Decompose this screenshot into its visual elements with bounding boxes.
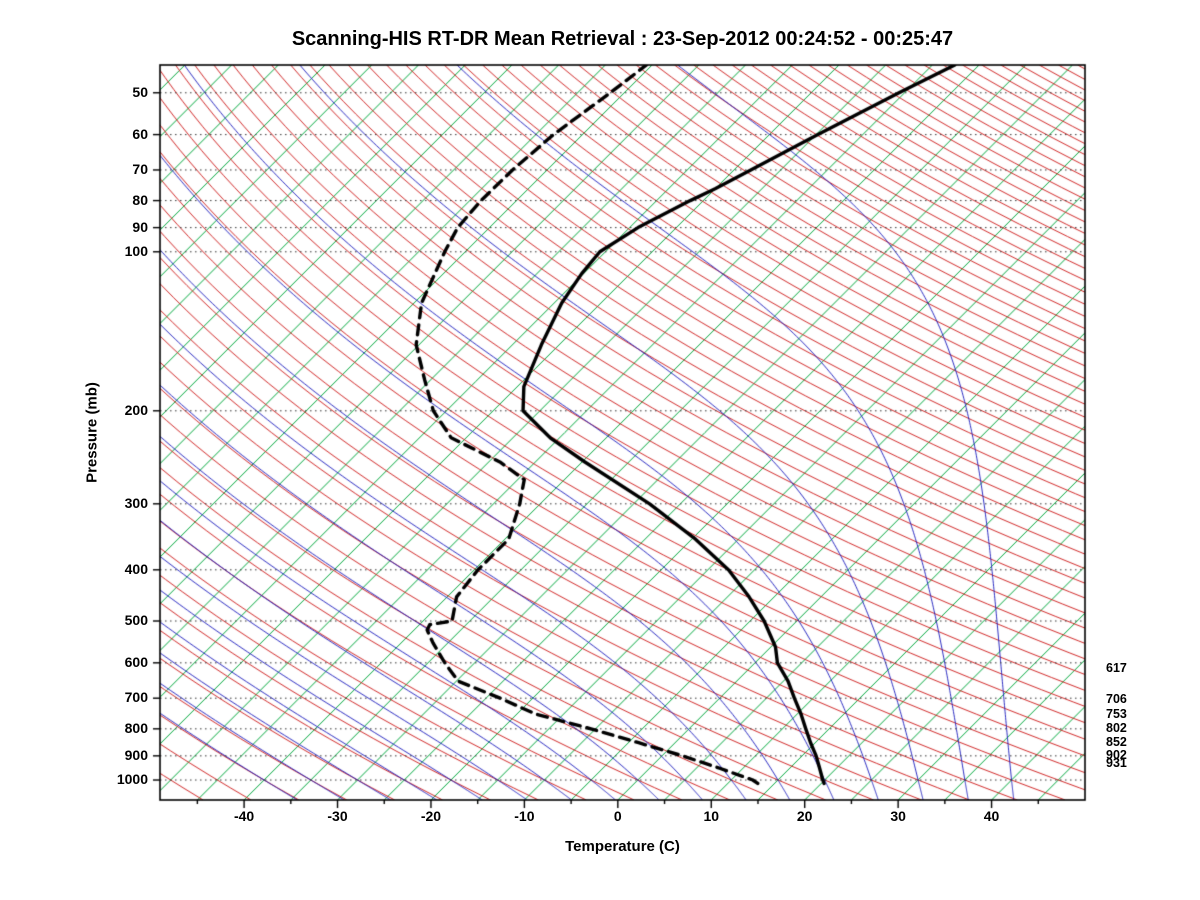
y-tick-label: 90 (132, 218, 148, 235)
y-tick-label: 1000 (116, 771, 148, 788)
x-tick-label: 0 (613, 808, 622, 824)
right-pressure-level-label: 753 (1106, 706, 1127, 721)
x-tick-label: 20 (796, 808, 813, 824)
right-pressure-level-label: 931 (1106, 755, 1127, 770)
x-tick-label: 40 (983, 808, 1000, 824)
y-tick-label: 50 (132, 83, 148, 100)
right-pressure-level-label: 902 (1106, 748, 1127, 763)
y-tick-label: 70 (132, 160, 148, 177)
y-tick-label: 300 (124, 494, 148, 511)
y-tick-label: 600 (124, 653, 148, 670)
right-pressure-level-label: 706 (1106, 692, 1127, 707)
x-tick-label: -10 (514, 808, 535, 824)
y-tick-label: 400 (124, 560, 148, 577)
right-pressure-level-label: 617 (1106, 661, 1127, 676)
chart-title: Scanning-HIS RT-DR Mean Retrieval : 23-S… (291, 28, 954, 50)
x-tick-label: -20 (420, 808, 442, 824)
y-tick-label: 800 (124, 719, 148, 736)
y-tick-label: 700 (124, 689, 148, 706)
y-tick-label: 80 (132, 191, 148, 208)
x-tick-label: 30 (890, 808, 906, 824)
y-tick-label: 500 (124, 612, 148, 628)
right-pressure-level-label: 852 (1106, 735, 1127, 750)
right-pressure-level-label: 802 (1106, 721, 1127, 736)
x-tick-label: -30 (327, 808, 348, 824)
y-tick-label: 900 (124, 746, 148, 763)
y-tick-label: 200 (124, 401, 148, 418)
y-tick-label: 100 (124, 242, 148, 259)
x-tick-label: -40 (233, 808, 255, 824)
y-tick-label: 60 (132, 125, 148, 142)
x-axis-title: Temperature (C) (565, 838, 680, 855)
x-tick-label: 10 (703, 808, 720, 824)
